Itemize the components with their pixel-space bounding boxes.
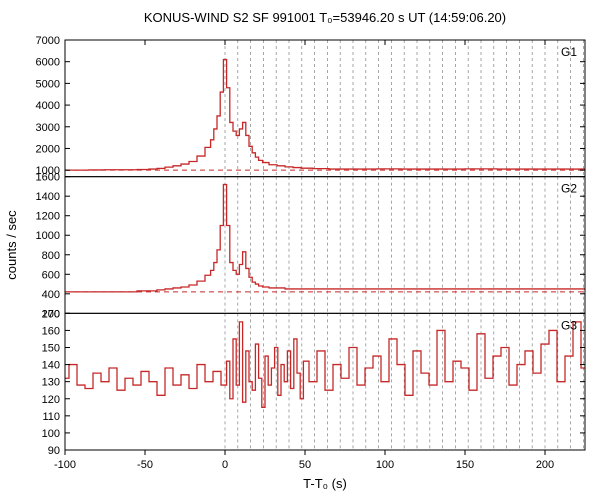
y-tick-label: 170	[42, 308, 60, 320]
x-tick-label: 0	[222, 459, 228, 471]
y-axis-label: counts / sec	[4, 210, 19, 280]
y-tick-label: 4000	[36, 100, 60, 112]
chart-figure: KONUS-WIND S2 SF 991001 T₀=53946.20 s UT…	[0, 0, 600, 500]
x-tick-label: 150	[456, 459, 474, 471]
chart-title: KONUS-WIND S2 SF 991001 T₀=53946.20 s UT…	[144, 10, 506, 25]
y-tick-label: 600	[42, 269, 60, 281]
y-tick-label: 1600	[36, 172, 60, 184]
x-tick-label: 50	[299, 459, 311, 471]
y-tick-label: 800	[42, 250, 60, 262]
y-tick-label: 7000	[36, 35, 60, 47]
x-tick-label: 200	[536, 459, 554, 471]
y-tick-label: 120	[42, 394, 60, 406]
y-tick-label: 3000	[36, 122, 60, 134]
y-tick-label: 6000	[36, 57, 60, 69]
y-tick-label: 100	[42, 428, 60, 440]
chart-svg: KONUS-WIND S2 SF 991001 T₀=53946.20 s UT…	[0, 0, 600, 500]
y-tick-label: 90	[48, 445, 60, 457]
y-tick-label: 400	[42, 289, 60, 301]
y-tick-label: 1000	[36, 230, 60, 242]
x-axis-label: T-T₀ (s)	[303, 476, 347, 491]
y-tick-label: 5000	[36, 78, 60, 90]
x-tick-label: -50	[137, 459, 153, 471]
y-tick-label: 110	[42, 411, 60, 423]
y-tick-label: 150	[42, 343, 60, 355]
x-tick-label: -100	[54, 459, 76, 471]
y-tick-label: 130	[42, 377, 60, 389]
y-tick-label: 1200	[36, 211, 60, 223]
x-tick-label: 100	[376, 459, 394, 471]
y-tick-label: 2000	[36, 143, 60, 155]
y-tick-label: 1400	[36, 191, 60, 203]
panel-label-G3: G3	[561, 318, 577, 332]
panel-label-G2: G2	[561, 182, 577, 196]
panel-label-G1: G1	[561, 45, 577, 59]
y-tick-label: 140	[42, 360, 60, 372]
y-tick-label: 160	[42, 325, 60, 337]
